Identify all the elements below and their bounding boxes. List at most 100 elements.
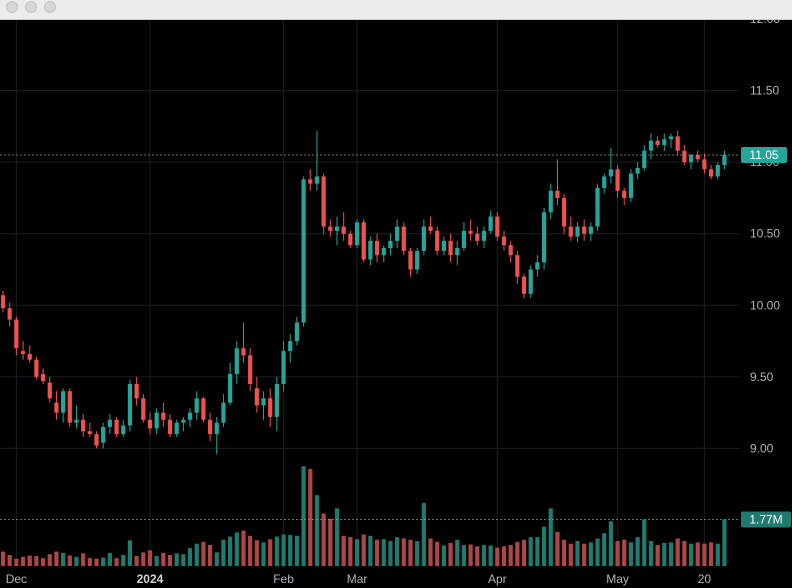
window-close-button[interactable] xyxy=(6,1,18,13)
candle xyxy=(194,391,199,420)
candle xyxy=(81,414,86,437)
candle xyxy=(234,341,239,385)
candle-body xyxy=(147,419,153,429)
candle xyxy=(388,233,393,256)
volume-bar xyxy=(334,508,340,566)
volume-bars xyxy=(0,466,727,566)
price-tick-label: 10.00 xyxy=(750,298,780,312)
candle-body xyxy=(274,384,279,417)
candle xyxy=(408,248,413,277)
candle xyxy=(127,379,133,432)
candle xyxy=(27,345,32,363)
candle xyxy=(101,422,106,449)
volume-bar xyxy=(608,521,613,566)
candle-body xyxy=(127,384,133,426)
volume-bar xyxy=(81,553,86,566)
candle-body xyxy=(448,240,453,256)
window-zoom-button[interactable] xyxy=(44,1,56,13)
volume-bar xyxy=(535,537,540,566)
candle-body xyxy=(7,308,12,320)
candle-body xyxy=(568,226,573,237)
candle xyxy=(0,290,6,313)
volume-bar xyxy=(715,543,720,566)
candle-body xyxy=(555,190,560,198)
candle-body xyxy=(635,167,640,174)
volume-bar xyxy=(528,537,533,566)
candle xyxy=(201,396,206,423)
candle xyxy=(368,236,373,266)
candle-body xyxy=(341,226,346,234)
candle-body xyxy=(588,226,593,234)
candle xyxy=(481,226,487,249)
volume-bar xyxy=(314,495,320,566)
candle xyxy=(67,388,72,427)
candle-body xyxy=(87,431,92,435)
volume-bar xyxy=(141,552,146,566)
candle xyxy=(161,402,166,427)
candle xyxy=(642,144,647,171)
candle xyxy=(354,219,360,249)
volume-bar xyxy=(361,534,366,566)
volume-bar xyxy=(348,537,353,566)
volume-bar xyxy=(495,547,500,566)
candle xyxy=(288,333,293,363)
candle xyxy=(548,183,553,220)
time-tick-label: Dec xyxy=(6,572,27,586)
last-price-line xyxy=(0,154,740,521)
window-minimize-button[interactable] xyxy=(25,1,37,13)
volume-bar xyxy=(668,542,674,566)
candle-body xyxy=(722,154,727,166)
candle-body xyxy=(528,269,533,294)
candle xyxy=(274,376,279,432)
candle xyxy=(695,150,700,163)
candle-body xyxy=(74,419,79,423)
candle xyxy=(214,416,219,455)
candle-body xyxy=(34,359,39,377)
volume-bar xyxy=(635,537,640,566)
candle xyxy=(228,362,233,406)
candle xyxy=(20,341,26,360)
time-axis: Dec 2024 Feb Mar Apr May 20 xyxy=(6,572,712,586)
candle-body xyxy=(682,150,687,163)
candle-body xyxy=(294,322,300,342)
candle xyxy=(107,414,112,435)
candle-body xyxy=(428,226,433,231)
volume-bar xyxy=(228,536,233,566)
volume-bar xyxy=(722,519,727,566)
candle-body xyxy=(107,419,112,427)
candle xyxy=(134,376,139,406)
volume-bar xyxy=(181,554,186,566)
volume-bar xyxy=(301,466,306,566)
candle xyxy=(435,226,440,256)
candle xyxy=(121,419,126,437)
volume-bar xyxy=(14,558,19,566)
candle-body xyxy=(388,240,393,249)
candle-body xyxy=(167,419,173,435)
volume-bar xyxy=(468,544,473,566)
candle xyxy=(147,412,153,435)
volume-bar xyxy=(548,508,553,566)
candle xyxy=(34,356,39,380)
candle xyxy=(655,136,660,148)
candle xyxy=(395,219,400,249)
candle-body xyxy=(602,176,607,188)
volume-bar xyxy=(448,542,453,566)
candle-body xyxy=(615,169,620,191)
volume-bar xyxy=(241,530,246,566)
candle xyxy=(508,240,513,263)
volume-bar xyxy=(174,553,179,566)
candlesticks xyxy=(0,130,727,455)
candle-body xyxy=(702,159,707,170)
candle-body xyxy=(575,226,580,237)
candle xyxy=(622,187,627,206)
chart-background xyxy=(0,20,792,588)
volume-bar xyxy=(461,545,467,566)
candle xyxy=(615,165,620,198)
candle-body xyxy=(314,176,320,184)
candle-body xyxy=(354,222,360,246)
volume-bar xyxy=(40,558,46,566)
candle-body xyxy=(187,412,193,420)
candle xyxy=(455,240,460,266)
candle-body xyxy=(481,230,487,241)
